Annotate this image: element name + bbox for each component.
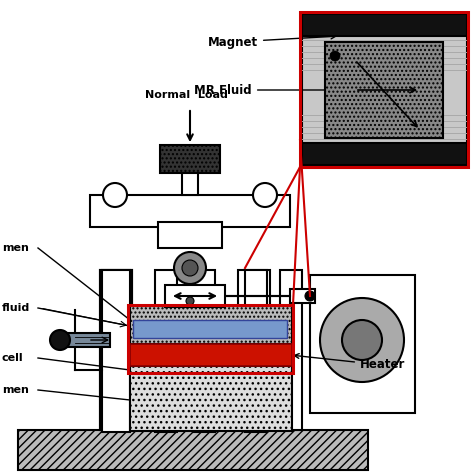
Bar <box>18 430 368 470</box>
Text: men: men <box>2 243 29 253</box>
Bar <box>302 14 467 36</box>
Circle shape <box>103 183 127 207</box>
Bar <box>193 270 215 432</box>
Bar <box>182 173 198 195</box>
Bar <box>238 270 270 430</box>
Bar <box>290 289 315 303</box>
Text: Normal  Load: Normal Load <box>145 90 228 100</box>
Text: N: N <box>454 147 466 163</box>
Bar <box>160 145 220 173</box>
Bar <box>165 285 225 307</box>
Circle shape <box>320 298 404 382</box>
Circle shape <box>182 260 198 276</box>
Text: MR Fluid: MR Fluid <box>194 83 347 97</box>
Bar <box>300 12 468 167</box>
Bar <box>130 306 292 344</box>
Bar <box>280 270 302 430</box>
Text: S: S <box>455 20 465 36</box>
Bar <box>130 344 292 366</box>
Bar <box>100 270 132 430</box>
Bar <box>158 222 222 248</box>
Bar <box>102 270 130 432</box>
Circle shape <box>305 291 315 301</box>
Circle shape <box>330 51 340 61</box>
Bar <box>302 14 467 166</box>
Bar <box>155 270 177 432</box>
Text: Magnet: Magnet <box>208 34 336 48</box>
Bar <box>302 143 467 165</box>
Bar <box>68 333 110 347</box>
Circle shape <box>50 330 70 350</box>
Text: cell: cell <box>2 353 24 363</box>
Bar <box>310 275 415 413</box>
Circle shape <box>253 183 277 207</box>
Text: Heater: Heater <box>294 354 405 372</box>
Bar <box>90 195 290 227</box>
Bar <box>133 320 287 338</box>
Text: men: men <box>2 385 29 395</box>
Bar <box>130 366 292 431</box>
Circle shape <box>342 320 382 360</box>
Bar <box>128 305 293 373</box>
Text: fluid: fluid <box>2 303 30 313</box>
Circle shape <box>174 252 206 284</box>
Bar <box>245 270 267 432</box>
Bar <box>100 270 132 430</box>
Bar <box>325 42 443 138</box>
Circle shape <box>186 297 194 305</box>
